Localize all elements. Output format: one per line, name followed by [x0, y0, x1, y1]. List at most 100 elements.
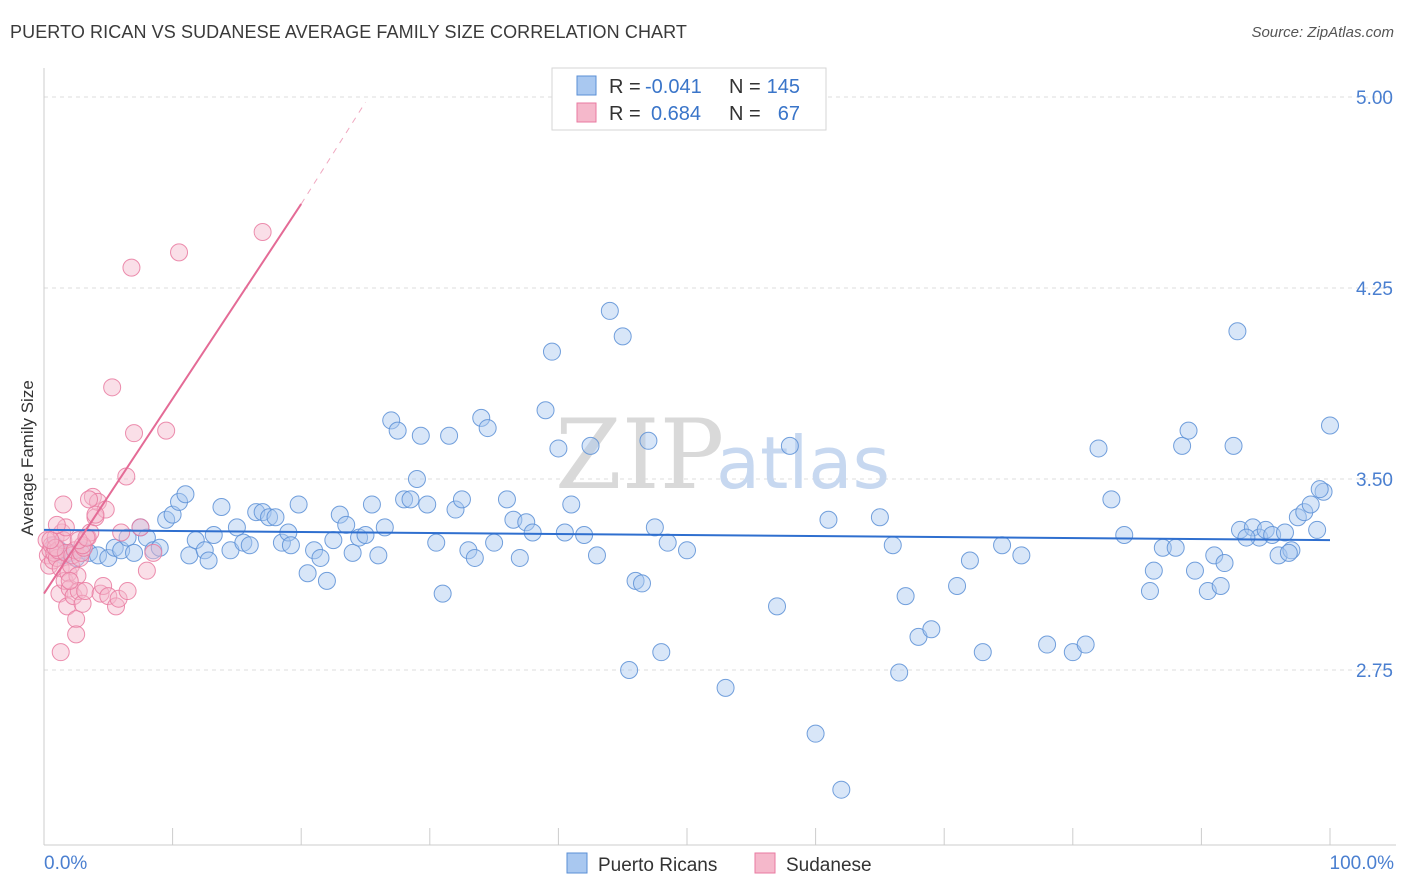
- point-puerto-ricans: [883, 536, 902, 555]
- point-sudanese: [99, 587, 118, 606]
- point-puerto-ricans: [555, 523, 574, 542]
- point-puerto-ricans: [266, 508, 285, 527]
- point-puerto-ricans: [960, 551, 979, 570]
- point-puerto-ricans: [768, 597, 787, 616]
- point-puerto-ricans: [523, 523, 542, 542]
- legend-r-value-blue: -0.041: [645, 76, 702, 98]
- point-puerto-ricans: [542, 342, 561, 361]
- point-sudanese: [51, 643, 70, 662]
- point-puerto-ricans: [418, 495, 437, 514]
- series-sudanese: [37, 222, 272, 662]
- point-puerto-ricans: [1282, 541, 1301, 560]
- point-sudanese: [137, 561, 156, 580]
- point-puerto-ricans: [362, 495, 381, 514]
- point-sudanese: [41, 531, 60, 550]
- legend-n-label-pink: N =: [729, 103, 761, 125]
- point-puerto-ricans: [1224, 436, 1243, 455]
- trend-lines: [43, 101, 1331, 595]
- y-tick-label: 3.50: [1356, 470, 1393, 491]
- bottom-legend-swatch-puerto-ricans: [566, 852, 588, 874]
- point-puerto-ricans: [195, 541, 214, 560]
- point-puerto-ricans: [1179, 421, 1198, 440]
- y-tick-label: 4.25: [1356, 279, 1393, 300]
- watermark-atlas: atlas: [716, 421, 890, 505]
- point-puerto-ricans: [459, 541, 478, 560]
- point-puerto-ricans: [204, 526, 223, 545]
- point-sudanese: [112, 523, 131, 542]
- point-sudanese: [170, 243, 189, 262]
- point-puerto-ricans: [890, 663, 909, 682]
- x-tick-label-max: 100.0%: [1330, 853, 1395, 874]
- point-puerto-ricans: [199, 551, 218, 570]
- point-puerto-ricans: [1310, 480, 1329, 499]
- point-puerto-ricans: [549, 439, 568, 458]
- watermark-zip: ZIP: [555, 399, 724, 511]
- legend-top: R = -0.041 N = 145 R = 0.684 N = 67: [551, 67, 827, 131]
- source-label: Source: ZipAtlas.com: [1251, 24, 1394, 41]
- point-puerto-ricans: [1228, 322, 1247, 341]
- point-puerto-ricans: [1185, 561, 1204, 580]
- point-puerto-ricans: [1173, 436, 1192, 455]
- x-ticks: [172, 828, 1331, 845]
- point-puerto-ricans: [343, 543, 362, 562]
- legend-r-value-pink: 0.684: [651, 103, 701, 125]
- point-puerto-ricans: [1301, 495, 1320, 514]
- point-puerto-ricans: [401, 490, 420, 509]
- legend-swatch-sudanese: [576, 102, 597, 123]
- x-tick-label-min: 0.0%: [44, 853, 87, 874]
- point-puerto-ricans: [176, 485, 195, 504]
- point-sudanese: [80, 490, 99, 509]
- point-puerto-ricans: [465, 548, 484, 567]
- trend-line-sudanese: [43, 203, 303, 595]
- y-tick-label: 2.75: [1356, 661, 1393, 682]
- point-sudanese: [157, 421, 176, 440]
- legend-swatch-puerto-ricans: [576, 75, 597, 96]
- series-puerto-ricans: [45, 301, 1339, 799]
- point-puerto-ricans: [716, 678, 735, 697]
- point-puerto-ricans: [562, 495, 581, 514]
- point-puerto-ricans: [382, 411, 401, 430]
- point-puerto-ricans: [632, 574, 651, 593]
- point-puerto-ricans: [652, 643, 671, 662]
- point-puerto-ricans: [369, 546, 388, 565]
- point-puerto-ricans: [819, 510, 838, 529]
- point-puerto-ricans: [289, 495, 308, 514]
- trend-line-sudanese-extension: [300, 101, 366, 205]
- point-puerto-ricans: [440, 426, 459, 445]
- point-puerto-ricans: [170, 492, 189, 511]
- point-puerto-ricans: [1102, 490, 1121, 509]
- point-puerto-ricans: [388, 421, 407, 440]
- point-puerto-ricans: [212, 498, 231, 517]
- legend-r-label-blue: R =: [609, 76, 641, 98]
- point-puerto-ricans: [281, 536, 300, 555]
- point-sudanese: [103, 378, 122, 397]
- chart-title: PUERTO RICAN VS SUDANESE AVERAGE FAMILY …: [10, 22, 688, 42]
- point-puerto-ricans: [1237, 528, 1256, 547]
- point-puerto-ricans: [1144, 561, 1163, 580]
- point-puerto-ricans: [780, 436, 799, 455]
- point-puerto-ricans: [305, 541, 324, 560]
- point-puerto-ricans: [1215, 554, 1234, 573]
- legend-r-label-pink: R =: [609, 103, 641, 125]
- legend-n-label-blue: N =: [729, 76, 761, 98]
- point-puerto-ricans: [678, 541, 696, 560]
- point-puerto-ricans: [433, 584, 452, 603]
- point-puerto-ricans: [600, 301, 619, 320]
- point-puerto-ricans: [298, 564, 317, 583]
- point-puerto-ricans: [973, 643, 992, 662]
- gridlines: [44, 96, 1396, 671]
- point-puerto-ricans: [227, 518, 246, 537]
- point-puerto-ricans: [517, 513, 536, 532]
- point-puerto-ricans: [180, 546, 199, 565]
- point-puerto-ricans: [356, 526, 375, 545]
- point-puerto-ricans: [639, 431, 658, 450]
- legend-box: [551, 67, 827, 131]
- point-puerto-ricans: [337, 515, 356, 534]
- point-puerto-ricans: [330, 505, 349, 524]
- point-puerto-ricans: [510, 548, 529, 567]
- point-puerto-ricans: [1012, 546, 1031, 565]
- point-puerto-ricans: [658, 533, 677, 552]
- point-puerto-ricans: [407, 470, 426, 488]
- point-puerto-ricans: [1321, 416, 1339, 435]
- point-puerto-ricans: [806, 724, 825, 743]
